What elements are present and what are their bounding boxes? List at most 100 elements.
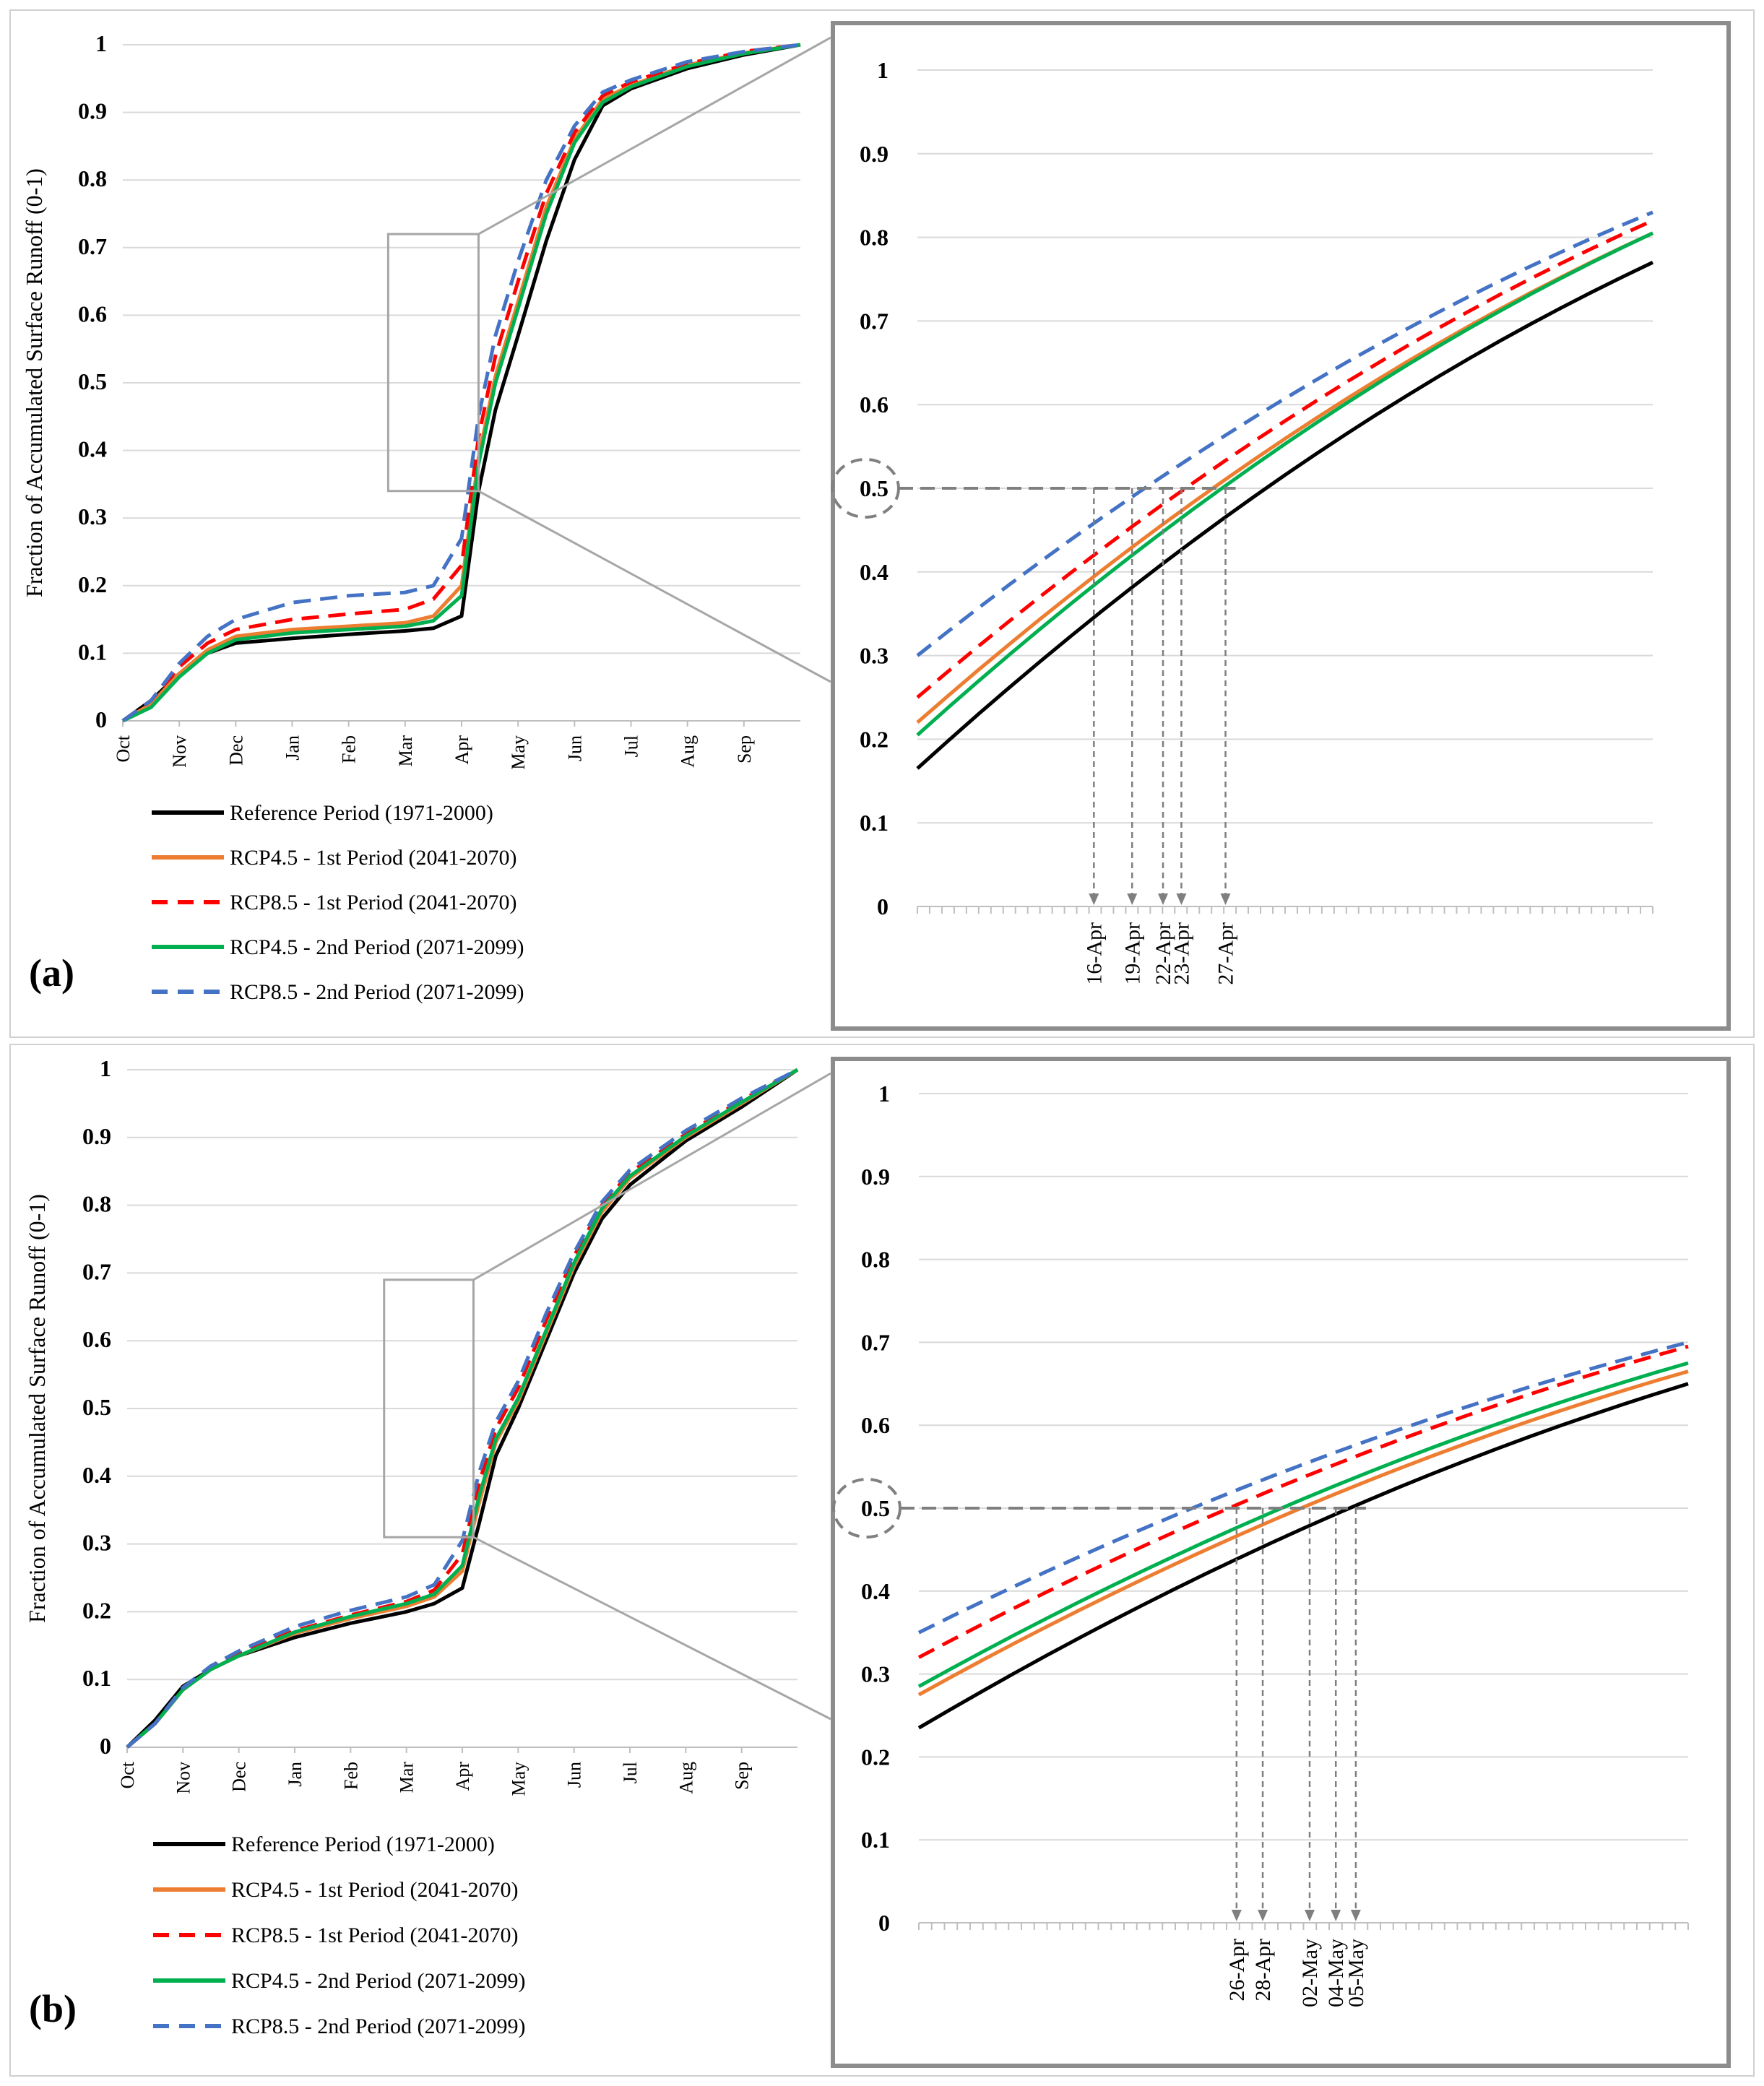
zoom-y-tick-label: 0.3 [860,643,889,669]
series-line-r85a [121,43,801,723]
zoom-y-tick-label: 0.2 [860,726,889,752]
y-tick-label: 0.4 [78,436,107,462]
crossing-arrow [1089,893,1099,905]
crossing-arrow [1305,1910,1315,1921]
x-tick-label: Jul [621,735,642,757]
y-tick-label: 0.4 [82,1462,111,1488]
y-tick-label: 0.6 [78,300,107,326]
crossing-date-label: 28-Apr [1251,1939,1275,2001]
crossing-date-label: 02-May [1298,1939,1322,2007]
y-tick-label: 1 [95,30,107,56]
y-tick-label: 0.5 [82,1394,111,1420]
y-tick-label: 0 [95,706,107,732]
zoom-y-tick-label: 0.9 [861,1164,890,1190]
crossing-arrow [1176,893,1187,905]
x-tick-label: Aug [675,1762,696,1794]
zoom-y-tick-label: 0 [878,1910,890,1936]
zoom-y-tick-label: 1 [878,1081,890,1107]
zoom-y-tick-label: 0.8 [860,225,889,251]
x-tick-label: Mar [397,1762,418,1793]
y-tick-label: 0.5 [78,368,107,394]
crossing-arrow [1331,1910,1341,1921]
y-tick-label: 0.9 [78,98,107,124]
legend-entry: RCP4.5 - 1st Period (2041-2070) [230,846,517,870]
zoom-series-line-r85b [916,210,1653,657]
x-tick-label: Jan [282,735,303,761]
zoom-y-tick-label: 1 [877,57,889,83]
legend-entry: RCP4.5 - 2nd Period (2071-2099) [230,935,524,959]
legend-entry: RCP4.5 - 1st Period (2041-2070) [231,1878,519,1902]
crossing-arrow [1158,893,1169,905]
zoom-series-line-r45b [916,231,1654,737]
legend-entry: RCP8.5 - 1st Period (2041-2070) [231,1923,519,1947]
x-tick-label: Jul [620,1762,641,1783]
panel-a-frame [9,9,1755,1038]
x-tick-label: Jun [564,735,585,761]
zoom-y-tick-label: 0.6 [861,1412,890,1438]
crossing-date-label: 16-Apr [1082,922,1106,985]
panel-label: (b) [29,1987,77,2030]
zoom-frame-b [831,1057,1731,2068]
x-tick-label: Apr [451,735,472,765]
x-tick-label: Feb [340,1762,361,1790]
y-tick-label: 0.6 [82,1326,111,1352]
zoom-y-tick-label: 0.7 [860,308,889,334]
crossing-arrow [1258,1910,1268,1921]
x-tick-label: Dec [229,1762,250,1792]
y-axis-label: Fraction of Accumulated Surface Runoff (… [21,168,47,597]
crossing-date-label: 19-Apr [1120,922,1144,985]
legend-entry: RCP4.5 - 2nd Period (2071-2099) [231,1969,526,1993]
x-tick-label: Dec [225,735,246,766]
crossing-date-label: 05-May [1344,1939,1368,2007]
legend-entry: RCP8.5 - 2nd Period (2071-2099) [231,2014,526,2038]
x-tick-label: Jun [564,1762,585,1788]
zoom-y-tick-label: 0.9 [860,141,889,167]
zoom-y-tick-label: 0.8 [861,1247,890,1273]
zoom-series-line-r85a [916,219,1654,699]
x-tick-label: Apr [452,1762,473,1791]
y-tick-label: 0.9 [82,1123,111,1149]
crossing-date-label: 27-Apr [1214,922,1238,985]
panel-label: (a) [29,951,74,995]
x-tick-label: Nov [173,1762,194,1794]
zoom-connector-bottom [477,490,831,683]
panel-b: 0 0.1 0.2 0.3 0.4 0.5 0.6 0.7 0.8 0.9 1 Oct Nov Dec Ja… [24,1055,1689,2038]
zoom-connector-top [477,36,831,235]
crossing-date-label: 23-Apr [1169,922,1193,985]
y-tick-label: 0.2 [82,1597,111,1623]
zoom-y-tick-label: 0.5 [860,475,889,501]
y-tick-label: 0.7 [78,233,107,259]
zoom-series-line-ref [916,261,1654,770]
zoom-series-line-ref [917,1382,1689,1730]
x-tick-label: Oct [113,735,134,762]
x-tick-label: Sep [732,1762,753,1790]
panel-b-frame [9,1044,1755,2077]
y-axis-label: Fraction of Accumulated Surface Runoff (… [24,1194,50,1623]
crossing-arrow [1350,1910,1361,1921]
zoom-y-tick-label: 0.4 [860,559,889,585]
y-tick-label: 0.3 [82,1530,111,1556]
x-tick-label: May [508,1762,529,1796]
y-tick-label: 0.1 [78,639,107,665]
y-tick-label: 0.1 [82,1665,111,1691]
zoom-y-tick-label: 0.4 [861,1578,890,1604]
y-tick-label: 0 [100,1733,111,1759]
zoom-y-tick-label: 0.7 [861,1329,890,1355]
zoom-y-tick-label: 0.6 [860,391,889,417]
zoom-series-line-r85a [917,1344,1689,1659]
zoom-y-tick-label: 0.1 [861,1827,890,1853]
series-line-r45b [126,1068,799,1749]
panel-a: 0 0.1 0.2 0.3 0.4 0.5 0.6 0.7 0.8 0.9 1 Oct Nov Dec Ja… [21,30,1654,1004]
y-tick-label: 0.7 [82,1258,111,1284]
crossing-arrow [1231,1910,1242,1921]
x-tick-label: Oct [117,1761,138,1788]
crossing-arrow [1127,893,1138,905]
y-tick-label: 0.2 [78,571,107,597]
series-line-r85b [126,1068,799,1749]
zoom-y-tick-label: 0.1 [860,810,889,836]
zoom-region-box [383,1278,475,1538]
crossing-date-label: 04-May [1324,1939,1348,2007]
zoom-frame-a [831,21,1731,1031]
x-tick-label: Aug [678,735,699,768]
